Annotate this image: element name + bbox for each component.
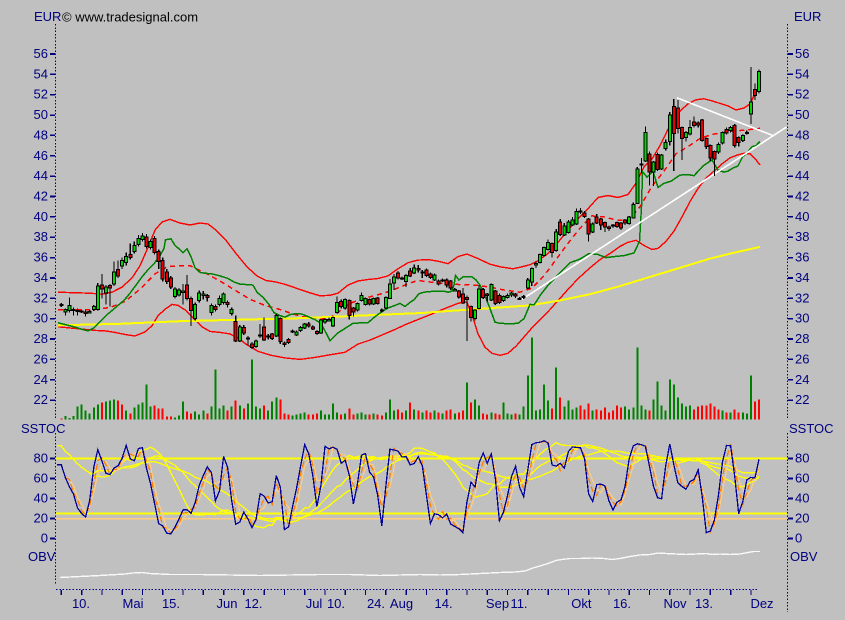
svg-text:22: 22	[34, 392, 48, 407]
svg-text:38: 38	[34, 229, 48, 244]
svg-text:36: 36	[795, 250, 809, 265]
svg-text:42: 42	[795, 189, 809, 204]
svg-text:40: 40	[795, 209, 809, 224]
svg-text:32: 32	[795, 290, 809, 305]
svg-text:24: 24	[795, 372, 809, 387]
svg-text:52: 52	[34, 87, 48, 102]
svg-text:52: 52	[795, 87, 809, 102]
svg-text:Jul: Jul	[306, 596, 323, 611]
svg-text:32: 32	[34, 290, 48, 305]
svg-text:50: 50	[795, 107, 809, 122]
svg-text:20: 20	[34, 511, 48, 526]
svg-text:40: 40	[34, 491, 48, 506]
svg-text:38: 38	[795, 229, 809, 244]
svg-text:24: 24	[34, 372, 48, 387]
svg-text:SSTOC: SSTOC	[21, 421, 66, 436]
svg-text:26: 26	[795, 351, 809, 366]
svg-text:46: 46	[34, 148, 48, 163]
svg-text:0: 0	[795, 531, 802, 546]
svg-text:16.: 16.	[613, 596, 631, 611]
svg-text:15.: 15.	[162, 596, 180, 611]
svg-text:EUR: EUR	[34, 9, 61, 24]
svg-text:14.: 14.	[435, 596, 453, 611]
svg-text:10.: 10.	[72, 596, 90, 611]
svg-text:30: 30	[34, 311, 48, 326]
svg-text:Jun: Jun	[217, 596, 238, 611]
svg-text:13.: 13.	[695, 596, 713, 611]
svg-text:Mai: Mai	[123, 596, 144, 611]
svg-text:Okt: Okt	[571, 596, 592, 611]
svg-text:11.: 11.	[510, 596, 527, 611]
svg-text:28: 28	[795, 331, 809, 346]
svg-text:EUR: EUR	[794, 9, 821, 24]
svg-text:50: 50	[34, 107, 48, 122]
svg-text:40: 40	[795, 491, 809, 506]
svg-text:34: 34	[34, 270, 48, 285]
svg-text:42: 42	[34, 189, 48, 204]
svg-text:44: 44	[795, 168, 809, 183]
svg-text:10.: 10.	[327, 596, 345, 611]
svg-text:0: 0	[41, 531, 48, 546]
svg-text:60: 60	[34, 471, 48, 486]
svg-text:24.: 24.	[367, 596, 385, 611]
svg-text:OBV: OBV	[28, 549, 56, 564]
svg-text:46: 46	[795, 148, 809, 163]
svg-text:34: 34	[795, 270, 809, 285]
svg-text:80: 80	[34, 451, 48, 466]
svg-text:48: 48	[34, 127, 48, 142]
svg-text:44: 44	[34, 168, 48, 183]
svg-text:30: 30	[795, 311, 809, 326]
svg-text:OBV: OBV	[790, 549, 818, 564]
svg-text:20: 20	[795, 511, 809, 526]
svg-text:48: 48	[795, 127, 809, 142]
svg-text:80: 80	[795, 451, 809, 466]
svg-text:54: 54	[795, 66, 809, 81]
svg-text:© www.tradesignal.com: © www.tradesignal.com	[62, 10, 198, 25]
svg-text:Aug: Aug	[390, 596, 413, 611]
svg-text:54: 54	[34, 66, 48, 81]
svg-text:22: 22	[795, 392, 809, 407]
svg-text:56: 56	[795, 46, 809, 61]
svg-text:Nov: Nov	[663, 596, 687, 611]
svg-text:26: 26	[34, 351, 48, 366]
svg-text:Sep: Sep	[486, 596, 509, 611]
svg-text:56: 56	[34, 46, 48, 61]
svg-text:40: 40	[34, 209, 48, 224]
svg-text:28: 28	[34, 331, 48, 346]
svg-text:SSTOC: SSTOC	[789, 421, 834, 436]
svg-text:Dez: Dez	[750, 596, 773, 611]
svg-text:12.: 12.	[244, 596, 262, 611]
svg-text:60: 60	[795, 471, 809, 486]
svg-text:36: 36	[34, 250, 48, 265]
